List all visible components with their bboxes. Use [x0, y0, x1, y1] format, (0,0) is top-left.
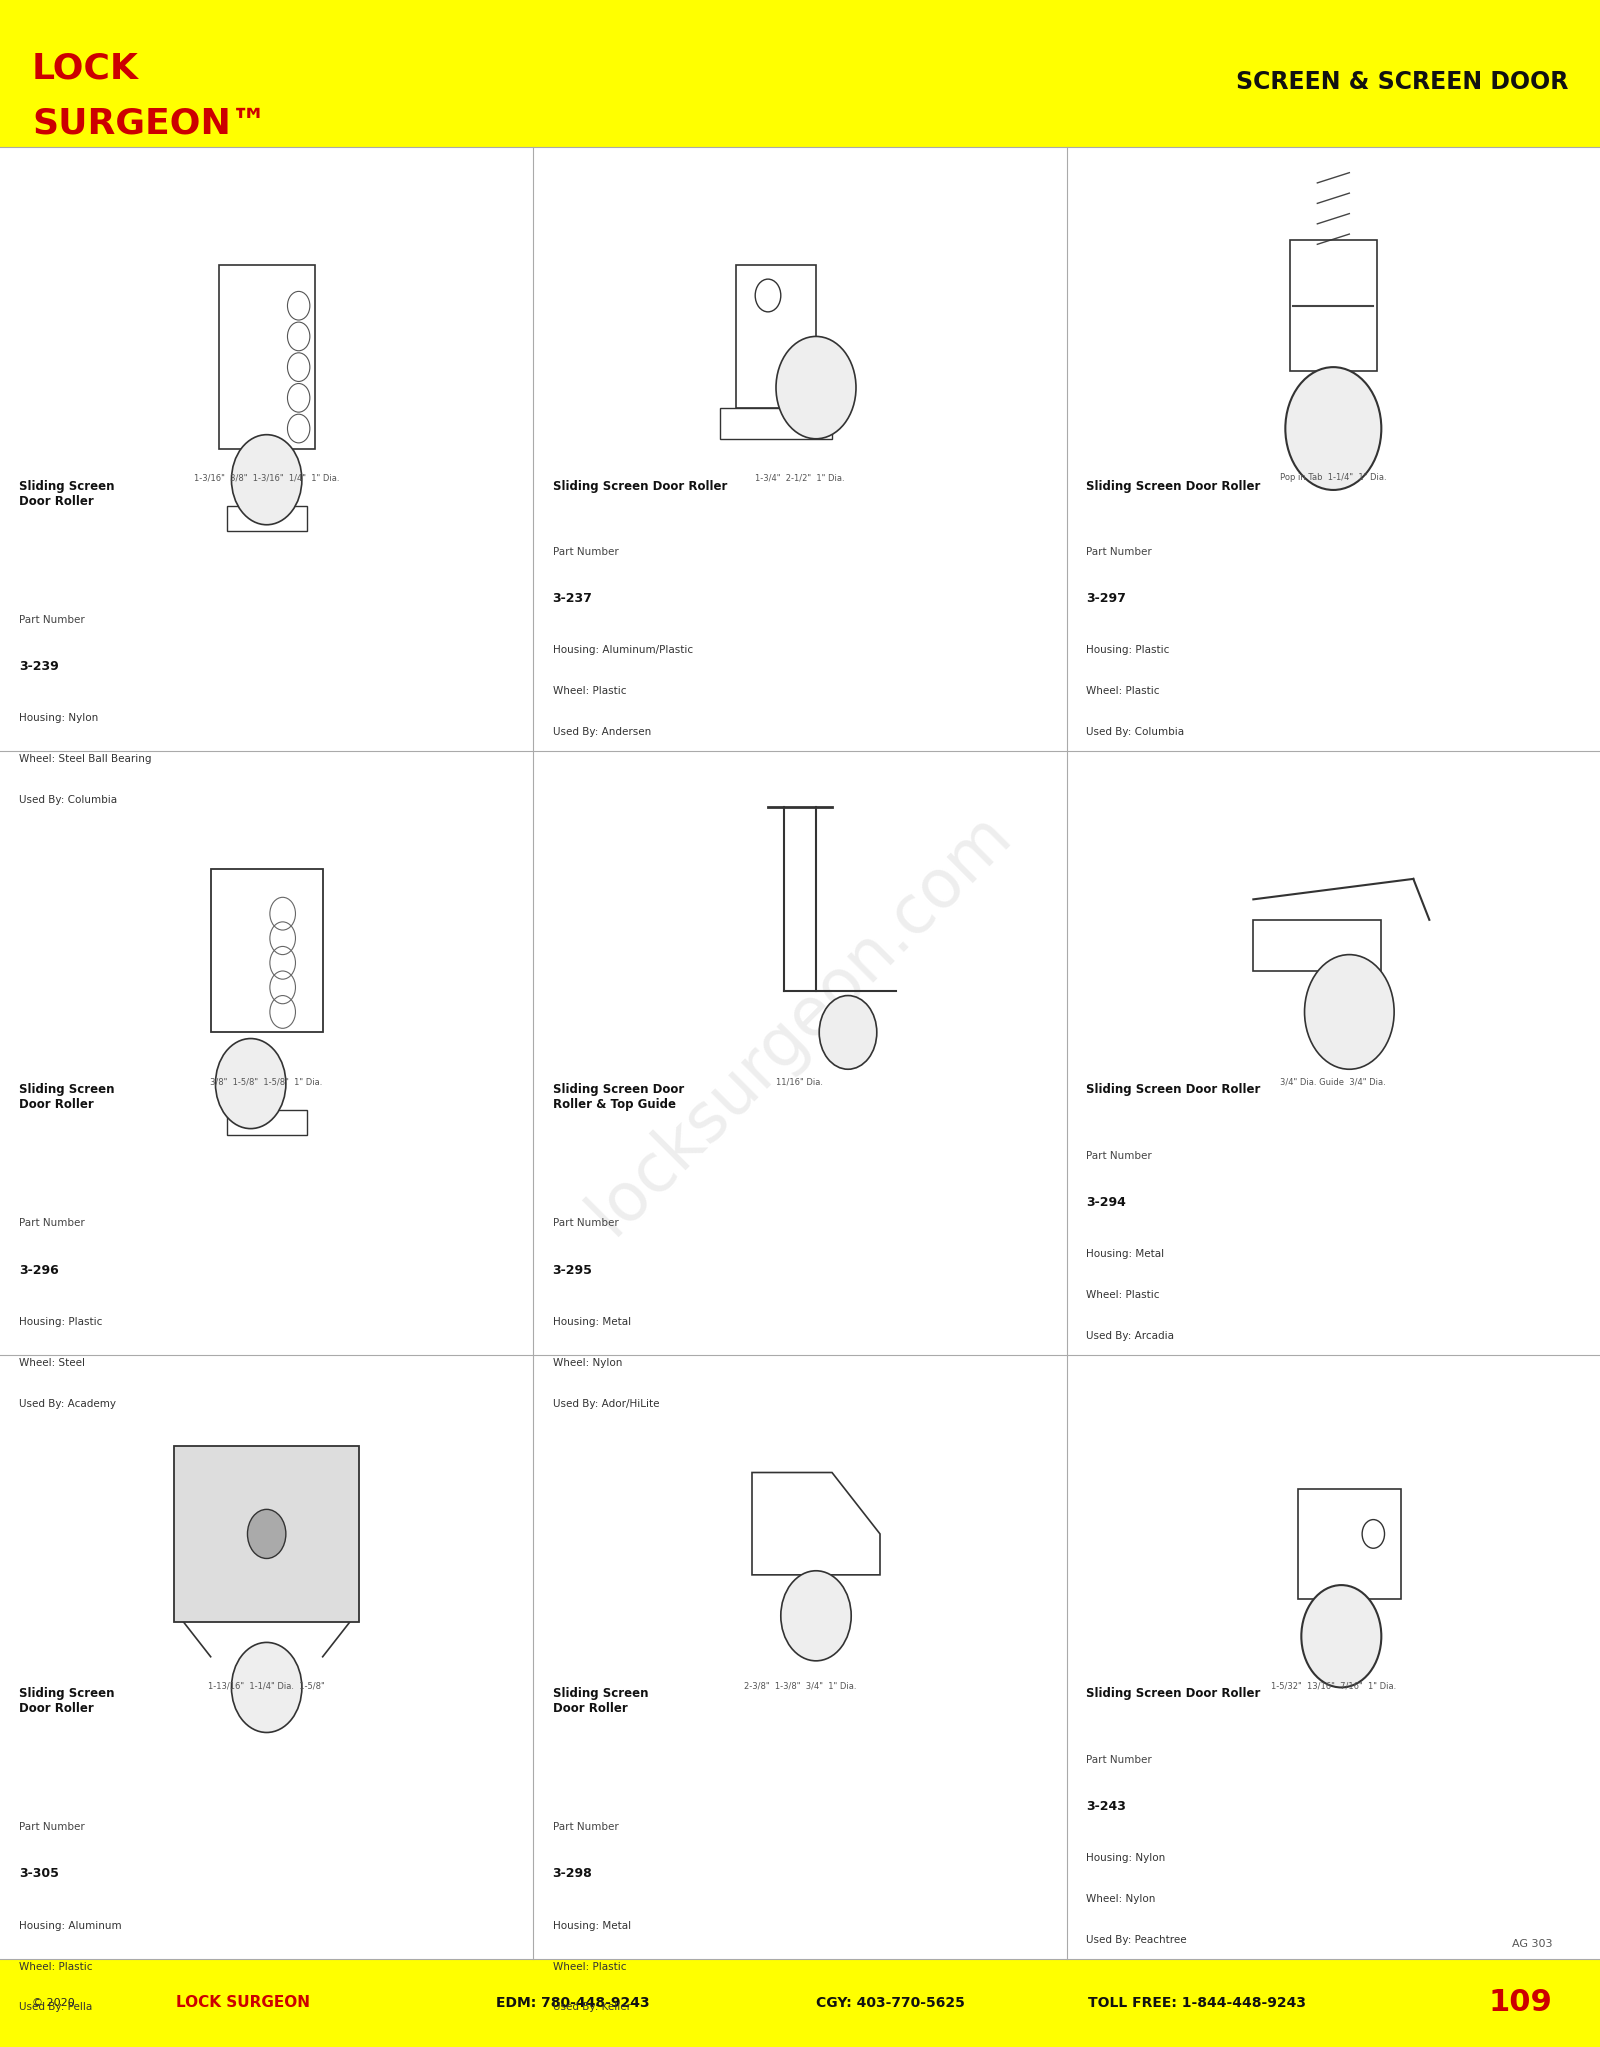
Text: 3/8"  1-5/8"  1-5/8"  1" Dia.: 3/8" 1-5/8" 1-5/8" 1" Dia.	[211, 1077, 323, 1087]
Circle shape	[232, 434, 302, 524]
Text: 3-296: 3-296	[19, 1263, 59, 1277]
Circle shape	[248, 1509, 286, 1558]
Text: locksurgeon.com: locksurgeon.com	[576, 800, 1024, 1247]
Text: TOLL FREE: 1-844-448-9243: TOLL FREE: 1-844-448-9243	[1088, 1996, 1306, 2010]
Text: Used By: Ador/HiLite: Used By: Ador/HiLite	[552, 1398, 659, 1408]
Text: 1-13/16"  1-1/4" Dia.  1-5/8": 1-13/16" 1-1/4" Dia. 1-5/8"	[208, 1681, 325, 1691]
Text: 11/16" Dia.: 11/16" Dia.	[776, 1077, 824, 1087]
Text: Pop in Tab  1-1/4"  1" Dia.: Pop in Tab 1-1/4" 1" Dia.	[1280, 473, 1387, 483]
Text: Part Number: Part Number	[19, 1218, 85, 1228]
Text: Used By: Keller: Used By: Keller	[552, 2002, 630, 2012]
Text: Housing: Plastic: Housing: Plastic	[1086, 645, 1170, 655]
Text: Housing: Metal: Housing: Metal	[552, 1316, 630, 1326]
Text: © 2020: © 2020	[32, 1998, 75, 2008]
Text: Wheel: Steel Ball Bearing: Wheel: Steel Ball Bearing	[19, 753, 152, 764]
Text: Wheel: Plastic: Wheel: Plastic	[19, 1961, 93, 1971]
Circle shape	[1304, 954, 1394, 1069]
Text: LOCK: LOCK	[32, 51, 139, 86]
Text: Sliding Screen Door Roller: Sliding Screen Door Roller	[1086, 1083, 1261, 1097]
Text: SCREEN & SCREEN DOOR: SCREEN & SCREEN DOOR	[1235, 70, 1568, 94]
Text: 3/4" Dia. Guide  3/4" Dia.: 3/4" Dia. Guide 3/4" Dia.	[1280, 1077, 1386, 1087]
Text: Used By: Columbia: Used By: Columbia	[19, 794, 117, 804]
Text: 3-237: 3-237	[552, 592, 592, 606]
Text: Part Number: Part Number	[19, 614, 85, 624]
Circle shape	[216, 1038, 286, 1128]
Text: Sliding Screen Door Roller: Sliding Screen Door Roller	[1086, 479, 1261, 493]
Text: 1-3/4"  2-1/2"  1" Dia.: 1-3/4" 2-1/2" 1" Dia.	[755, 473, 845, 483]
Text: Part Number: Part Number	[19, 1822, 85, 1832]
Text: Sliding Screen
Door Roller: Sliding Screen Door Roller	[19, 1687, 115, 1715]
Text: Sliding Screen Door
Roller & Top Guide: Sliding Screen Door Roller & Top Guide	[552, 1083, 683, 1112]
Circle shape	[232, 1642, 302, 1732]
Text: Used By: Arcadia: Used By: Arcadia	[1086, 1331, 1174, 1341]
Circle shape	[781, 1570, 851, 1660]
Text: Wheel: Steel: Wheel: Steel	[19, 1357, 85, 1367]
Text: Wheel: Nylon: Wheel: Nylon	[1086, 1893, 1155, 1904]
Text: 109: 109	[1488, 1988, 1552, 2018]
Text: Part Number: Part Number	[552, 1822, 618, 1832]
Circle shape	[1285, 366, 1381, 489]
Text: 1-3/16"  3/8"  1-3/16"  1/4"  1" Dia.: 1-3/16" 3/8" 1-3/16" 1/4" 1" Dia.	[194, 473, 339, 483]
Text: Part Number: Part Number	[1086, 547, 1152, 557]
Text: Used By: Peachtree: Used By: Peachtree	[1086, 1934, 1187, 1945]
Text: CGY: 403-770-5625: CGY: 403-770-5625	[816, 1996, 965, 2010]
Text: EDM: 780-448-9243: EDM: 780-448-9243	[496, 1996, 650, 2010]
Text: Part Number: Part Number	[1086, 1150, 1152, 1161]
Text: Housing: Aluminum/Plastic: Housing: Aluminum/Plastic	[552, 645, 693, 655]
Text: Used By: Pella: Used By: Pella	[19, 2002, 93, 2012]
Text: SURGEON™: SURGEON™	[32, 106, 267, 141]
Circle shape	[776, 336, 856, 438]
Text: Wheel: Plastic: Wheel: Plastic	[552, 686, 626, 696]
Text: Wheel: Nylon: Wheel: Nylon	[552, 1357, 622, 1367]
Text: Used By: Andersen: Used By: Andersen	[552, 727, 651, 737]
Text: AG 303: AG 303	[1512, 1939, 1552, 1949]
Text: Sliding Screen
Door Roller: Sliding Screen Door Roller	[19, 479, 115, 508]
Text: Wheel: Plastic: Wheel: Plastic	[1086, 686, 1160, 696]
Text: 1-5/32"  13/16"  7/16"  1" Dia.: 1-5/32" 13/16" 7/16" 1" Dia.	[1270, 1681, 1395, 1691]
Text: 3-294: 3-294	[1086, 1195, 1126, 1210]
Text: Sliding Screen
Door Roller: Sliding Screen Door Roller	[19, 1083, 115, 1112]
Text: Sliding Screen Door Roller: Sliding Screen Door Roller	[552, 479, 726, 493]
Text: Used By: Academy: Used By: Academy	[19, 1398, 117, 1408]
Bar	[0, 1959, 1600, 2047]
FancyBboxPatch shape	[174, 1445, 360, 1621]
Text: Used By: Columbia: Used By: Columbia	[1086, 727, 1184, 737]
Text: 3-305: 3-305	[19, 1867, 59, 1881]
Text: 3-295: 3-295	[552, 1263, 592, 1277]
Text: Housing: Nylon: Housing: Nylon	[19, 712, 99, 723]
Text: Part Number: Part Number	[552, 547, 618, 557]
Bar	[0, 0, 1600, 147]
Text: Sliding Screen Door Roller: Sliding Screen Door Roller	[1086, 1687, 1261, 1701]
Text: 3-239: 3-239	[19, 659, 59, 673]
Circle shape	[1301, 1584, 1381, 1687]
Text: Housing: Aluminum: Housing: Aluminum	[19, 1920, 122, 1930]
Circle shape	[819, 995, 877, 1069]
Text: Wheel: Plastic: Wheel: Plastic	[552, 1961, 626, 1971]
Text: Housing: Metal: Housing: Metal	[552, 1920, 630, 1930]
Text: Sliding Screen
Door Roller: Sliding Screen Door Roller	[552, 1687, 648, 1715]
Text: 3-243: 3-243	[1086, 1799, 1126, 1814]
Text: Housing: Metal: Housing: Metal	[1086, 1249, 1163, 1259]
Text: LOCK SURGEON: LOCK SURGEON	[176, 1996, 310, 2010]
Text: 2-3/8"  1-3/8"  3/4"  1" Dia.: 2-3/8" 1-3/8" 3/4" 1" Dia.	[744, 1681, 856, 1691]
Text: Part Number: Part Number	[552, 1218, 618, 1228]
Text: 3-297: 3-297	[1086, 592, 1126, 606]
Text: Housing: Nylon: Housing: Nylon	[1086, 1853, 1165, 1863]
Text: Wheel: Plastic: Wheel: Plastic	[1086, 1290, 1160, 1300]
Text: 3-298: 3-298	[552, 1867, 592, 1881]
Text: Part Number: Part Number	[1086, 1754, 1152, 1765]
Text: Housing: Plastic: Housing: Plastic	[19, 1316, 102, 1326]
